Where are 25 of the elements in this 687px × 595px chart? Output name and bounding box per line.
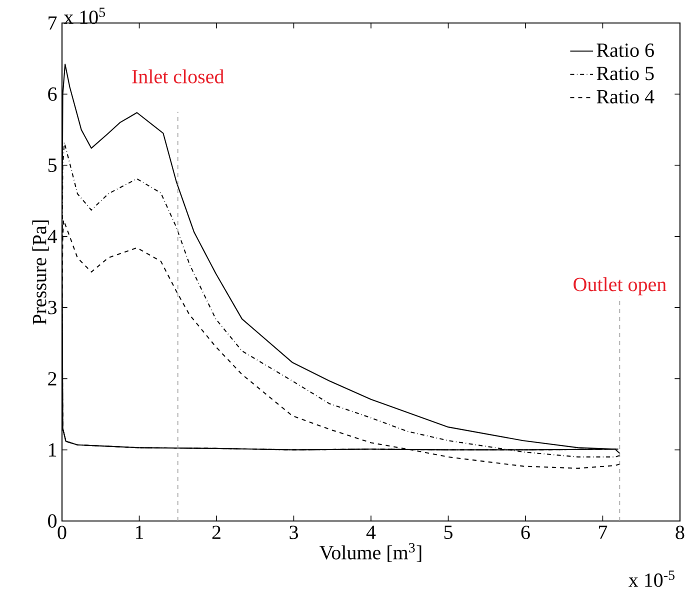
text: x 10$^{-5}$ — [628, 570, 674, 587]
legend-label: Ratio 6 — [596, 44, 654, 57]
x-tick-label: 4 — [366, 526, 376, 539]
y-tick-label: 1 — [49, 443, 56, 456]
y-tick-label: 6 — [48, 87, 57, 101]
y-tick-label: 2 — [48, 372, 56, 386]
x-tick-label: 2 — [212, 526, 220, 539]
y-tick-label: 4 — [48, 230, 57, 243]
y-tick-label: 7 — [48, 16, 57, 30]
legend-label: Ratio 4 — [596, 90, 654, 104]
x-tick-label: 1 — [136, 526, 144, 539]
y-tick-label: 5 — [48, 158, 57, 172]
x-tick-label: 8 — [676, 526, 684, 540]
x-tick-label: 0 — [58, 526, 66, 540]
legend-label: Ratio 5 — [596, 66, 654, 80]
x-axis-title: Volume [m$^{3}$] — [320, 543, 422, 562]
y-tick-label: 3 — [48, 300, 57, 314]
x-tick-label: 6 — [521, 526, 530, 540]
ref-line-label: Outlet open — [574, 277, 666, 296]
y-tick-label: 0 — [48, 514, 57, 528]
ref-line-label: Inlet closed — [132, 69, 224, 84]
x-tick-label: 3 — [290, 526, 298, 540]
x-tick-label: 7 — [599, 526, 608, 539]
x-tick-label: 5 — [444, 526, 452, 539]
y-axis-title: Pressure [Pa] — [32, 220, 49, 324]
